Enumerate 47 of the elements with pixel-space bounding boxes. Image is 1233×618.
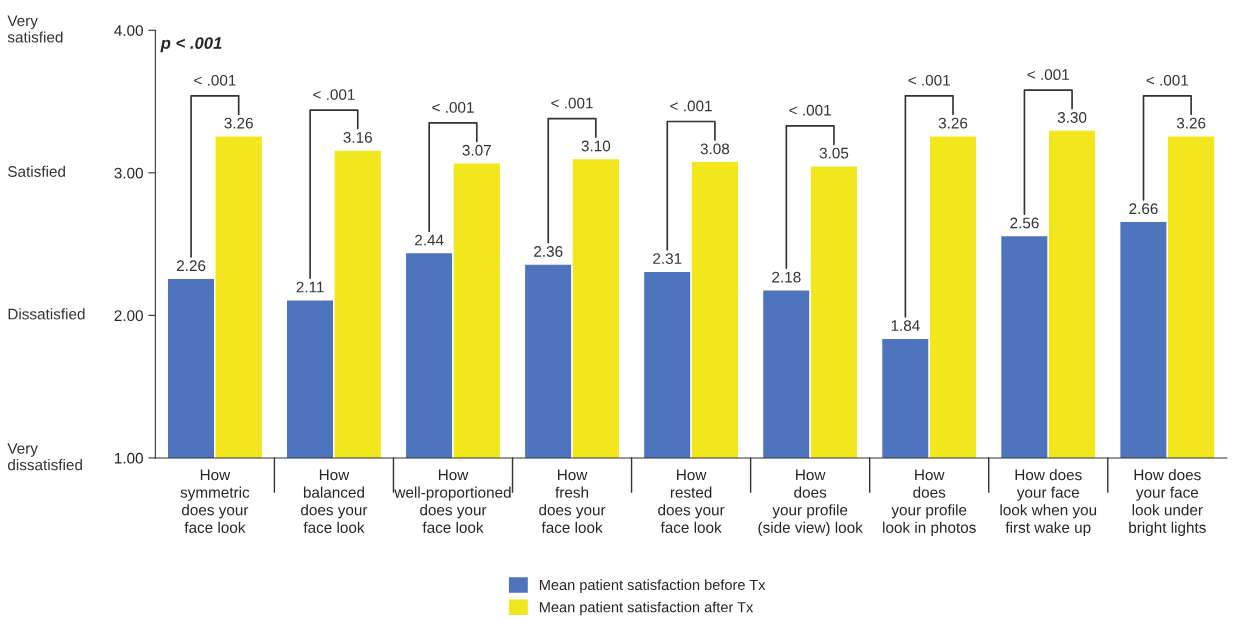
text: Dissatisfied	[8, 308, 85, 320]
data-label: 3.26	[224, 117, 253, 129]
x-tick-label: How does your face look under bright lights	[1129, 469, 1206, 536]
data-label: 3.07	[462, 144, 491, 156]
data-label: 3.16	[343, 132, 372, 143]
data-label: 3.08	[700, 143, 730, 155]
data-label: 3.26	[1176, 117, 1206, 129]
x-tick-label: How well-proportioned does your face look	[394, 469, 511, 533]
data-label: 1.84	[891, 320, 920, 332]
text: Very satisfied	[7, 15, 63, 43]
y-tick-label: 2.00	[114, 310, 143, 322]
data-label: 2.66	[1129, 203, 1158, 215]
data-label: 2.31	[653, 253, 682, 265]
annotation: < .001	[789, 104, 831, 116]
data-label: 2.36	[534, 246, 563, 257]
x-tick-label: How balanced does your face look	[301, 469, 368, 533]
annotation: < .001	[670, 100, 712, 112]
data-label: 3.10	[581, 140, 611, 152]
legend-label: Mean patient satisfaction before Tx	[539, 579, 766, 593]
x-tick-label: How rested does your face look	[658, 469, 725, 533]
x-tick-label: How symmetric does your face look	[180, 469, 250, 533]
y-tick-label: 1.00	[114, 452, 143, 464]
x-tick-label: How fresh does your face look	[539, 469, 606, 533]
data-label: 3.26	[938, 117, 968, 129]
annotation: < .001	[1027, 69, 1069, 81]
data-label: 2.26	[176, 260, 206, 272]
annotation: < .001	[1146, 74, 1189, 86]
text: Very dissatisfied	[7, 443, 82, 471]
data-label: 3.05	[819, 147, 849, 159]
annotation: < .001	[194, 74, 236, 86]
data-label: 2.44	[415, 234, 444, 246]
annotation: p < .001	[160, 37, 222, 53]
annotation: < .001	[432, 101, 474, 113]
legend-label: Mean patient satisfaction after Tx	[539, 601, 754, 616]
data-label: 2.18	[772, 271, 801, 283]
y-tick-label: 4.00	[114, 25, 143, 36]
annotation: < .001	[313, 89, 355, 100]
data-label: 2.11	[296, 281, 324, 293]
annotation: < .001	[908, 74, 950, 86]
y-tick-label: 3.00	[114, 167, 143, 179]
x-tick-label: How does your profile look in photos	[883, 469, 976, 536]
x-tick-label: How does your profile (side view) look	[758, 469, 863, 536]
data-label: 3.30	[1057, 112, 1087, 123]
x-tick-label: How does your face look when you first wake up	[1000, 469, 1097, 536]
text: Satisfied	[8, 165, 65, 177]
annotation: < .001	[551, 97, 593, 109]
data-label: 2.56	[1010, 217, 1039, 229]
